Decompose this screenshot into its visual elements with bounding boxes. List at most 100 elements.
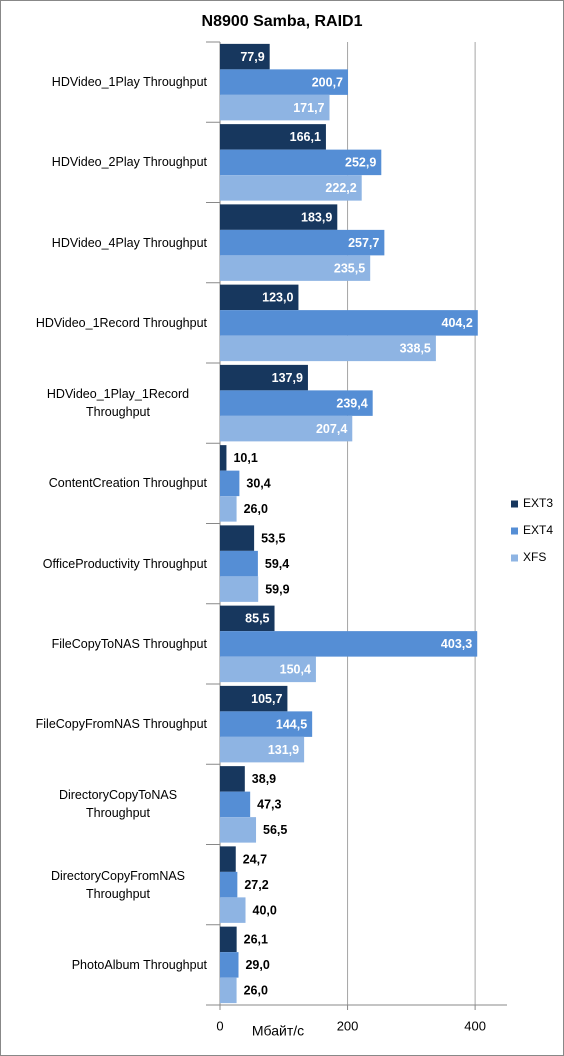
value-label: 222,2 [325,181,356,195]
x-tick-label: 200 [337,1018,359,1033]
value-label: 171,7 [293,101,324,115]
y-tick-label: HDVideo_1Play Throughput [0,42,207,122]
category-label: HDVideo_1Play Throughput [51,75,207,90]
category-label: DirectoryCopyFromNAS Throughput [50,868,186,901]
value-label: 40,0 [253,903,277,917]
bar [220,576,259,602]
bar [220,229,385,256]
category-label: HDVideo_4Play Throughput [51,235,207,250]
value-label: 166,1 [290,130,321,144]
y-tick-label: DirectoryCopyToNAS Throughput [0,764,207,844]
bar [220,846,236,872]
bar [220,445,227,471]
value-label: 150,4 [280,663,311,677]
bar [220,952,239,978]
value-label: 26,0 [244,502,268,516]
legend-label: XFS [523,550,546,564]
x-tick-label: 400 [464,1018,486,1033]
y-tick-label: FileCopyToNAS Throughput [0,604,207,684]
legend-swatch [511,527,518,535]
bar [220,415,353,442]
bar [220,496,237,522]
category-label: OfficeProductivity Throughput [42,556,207,571]
value-label: 123,0 [262,291,293,305]
bar [220,656,316,683]
value-label: 38,9 [252,772,276,786]
value-label: 404,2 [442,316,473,330]
y-tick-label: PhotoAlbum Throughput [0,925,207,1005]
legend-label: EXT4 [523,523,553,537]
value-label: 257,7 [348,236,379,250]
value-label: 85,5 [245,612,269,626]
value-label: 137,9 [272,371,303,385]
bar [220,43,270,70]
category-label: PhotoAlbum Throughput [71,957,207,972]
value-label: 403,3 [441,637,472,651]
value-label: 144,5 [276,717,307,731]
y-tick-label: HDVideo_1Play_1Record Throughput [0,363,207,443]
bar [220,335,436,362]
bar [220,631,478,657]
value-label: 29,0 [245,958,269,972]
value-label: 59,9 [265,582,289,596]
bar [220,390,373,416]
y-tick-label: ContentCreation Throughput [0,443,207,523]
value-label: 27,2 [244,878,268,892]
bar [220,470,240,497]
value-label: 77,9 [240,50,264,64]
category-label: HDVideo_1Record Throughput [35,315,207,330]
category-label: ContentCreation Throughput [48,476,207,491]
category-label: DirectoryCopyToNAS Throughput [58,788,178,821]
bar [220,766,245,792]
value-label: 207,4 [316,422,347,436]
bar [220,736,305,763]
bar [220,550,258,577]
y-tick-label: HDVideo_2Play Throughput [0,122,207,202]
bar [220,605,275,632]
bar [220,364,308,391]
y-tick-label: FileCopyFromNAS Throughput [0,684,207,764]
category-label: FileCopyFromNAS Throughput [35,717,207,732]
value-label: 183,9 [301,210,332,224]
y-tick-label: HDVideo_4Play Throughput [0,203,207,283]
value-label: 26,1 [244,933,268,947]
legend-label: EXT3 [523,496,553,510]
bar [220,69,349,95]
value-label: 338,5 [400,342,431,356]
bar [220,685,288,712]
value-label: 56,5 [263,823,287,837]
bar [220,791,251,818]
chart-title: N8900 Samba, RAID1 [202,13,363,30]
bar [220,525,255,551]
bar [220,284,299,311]
bar [220,94,330,121]
bar [220,711,313,737]
value-label: 235,5 [334,261,365,275]
category-label: HDVideo_1Play_1Record Throughput [46,387,190,420]
value-label: 30,4 [246,477,270,491]
bar [220,817,257,843]
bar [220,926,237,953]
bar [220,149,382,176]
bar [220,124,326,150]
legend-swatch [511,500,518,508]
value-label: 131,9 [268,743,299,757]
y-tick-label: OfficeProductivity Throughput [0,524,207,604]
value-label: 47,3 [257,798,281,812]
value-label: 200,7 [312,75,343,89]
value-label: 252,9 [345,156,376,170]
value-label: 59,4 [265,557,289,571]
bar [220,977,237,1004]
value-label: 105,7 [251,692,282,706]
value-label: 10,1 [233,451,257,465]
category-label: HDVideo_2Play Throughput [51,155,207,170]
x-tick-label: 0 [216,1018,223,1033]
legend-swatch [511,554,518,562]
bar [220,255,371,281]
value-label: 24,7 [243,852,267,866]
value-label: 26,0 [244,984,268,998]
bar [220,175,362,201]
value-label: 53,5 [261,531,285,545]
